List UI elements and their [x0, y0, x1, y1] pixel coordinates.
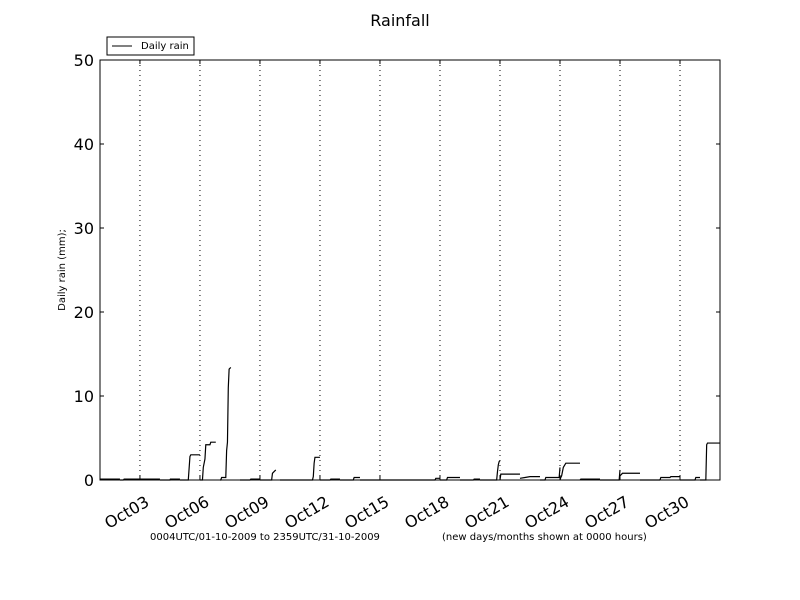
- daily-rain-segment: [179, 454, 200, 481]
- daily-rain-segment: [519, 476, 540, 479]
- x-axis-label: 0004UTC/01-10-2009 to 2359UTC/31-10-2009: [150, 532, 380, 543]
- x-tick-label: Oct15: [341, 492, 392, 532]
- y-axis-label: Daily rain (mm);: [57, 229, 68, 311]
- daily-rain-segment: [700, 442, 720, 481]
- legend-entry-daily-rain: Daily rain: [141, 41, 189, 52]
- x-tick-label: Oct03: [101, 492, 152, 532]
- x-axis-note: (new days/months shown at 0000 hours): [442, 532, 647, 543]
- daily-rain-segment: [559, 462, 580, 481]
- daily-rain-segment: [219, 367, 232, 481]
- x-grid-lines: [139, 60, 681, 480]
- daily-rain-segment: [259, 469, 277, 481]
- legend-box: [106, 36, 195, 56]
- x-tick-label: Oct18: [401, 492, 452, 532]
- x-tick-label: Oct27: [581, 492, 632, 532]
- daily-rain-segment: [599, 469, 621, 481]
- chart-title: Rainfall: [370, 11, 429, 30]
- y-tick-label: 20: [74, 303, 94, 322]
- y-tick-label: 50: [74, 51, 94, 70]
- x-tick-label: Oct21: [461, 492, 512, 532]
- daily-rain-segment: [619, 472, 640, 477]
- x-tick-label: Oct09: [221, 492, 272, 532]
- plot-frame: [99, 59, 721, 481]
- daily-rain-segment: [539, 467, 561, 481]
- daily-rain-segment: [659, 476, 680, 481]
- daily-rain-segment: [199, 441, 216, 481]
- x-tick-label: Oct30: [641, 492, 692, 532]
- y-axis: 0 10 20 30 40 50: [74, 51, 720, 490]
- y-tick-label: 30: [74, 219, 94, 238]
- x-tick-label: Oct24: [521, 492, 572, 532]
- y-tick-label: 0: [84, 471, 94, 490]
- series-daily-rain-line: [100, 367, 720, 481]
- daily-rain-segment: [499, 473, 520, 481]
- y-tick-label: 40: [74, 135, 94, 154]
- daily-rain-segment: [479, 460, 501, 481]
- x-tick-label: Oct12: [281, 492, 332, 532]
- x-tick-label: Oct06: [161, 492, 212, 532]
- daily-rain-segment: [279, 456, 320, 481]
- legend: Daily rain: [106, 36, 195, 56]
- y-tick-label: 10: [74, 387, 94, 406]
